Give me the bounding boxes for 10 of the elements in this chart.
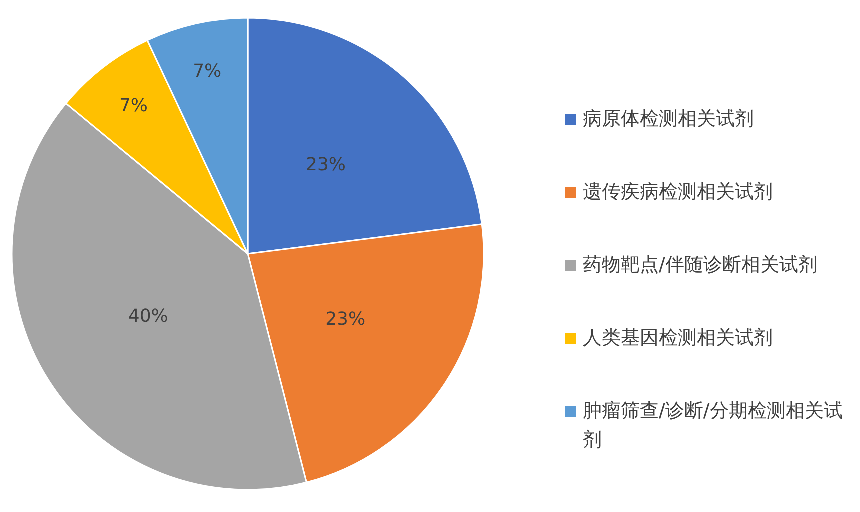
legend-label: 遗传疾病检测相关试剂 (583, 181, 773, 204)
legend-label: 肿瘤筛查/诊断/分期检测相关试剂 (583, 400, 843, 452)
data-label: 23% (326, 309, 366, 330)
data-label: 7% (119, 96, 148, 117)
data-label: 23% (306, 154, 346, 176)
legend-label: 病原体检测相关试剂 (583, 108, 754, 130)
data-label: 7% (193, 60, 222, 82)
legend-label: 人类基因检测相关试剂 (583, 327, 773, 350)
data-label: 40% (128, 306, 168, 328)
legend-label: 药物靶点/伴随诊断相关试剂 (583, 254, 818, 276)
